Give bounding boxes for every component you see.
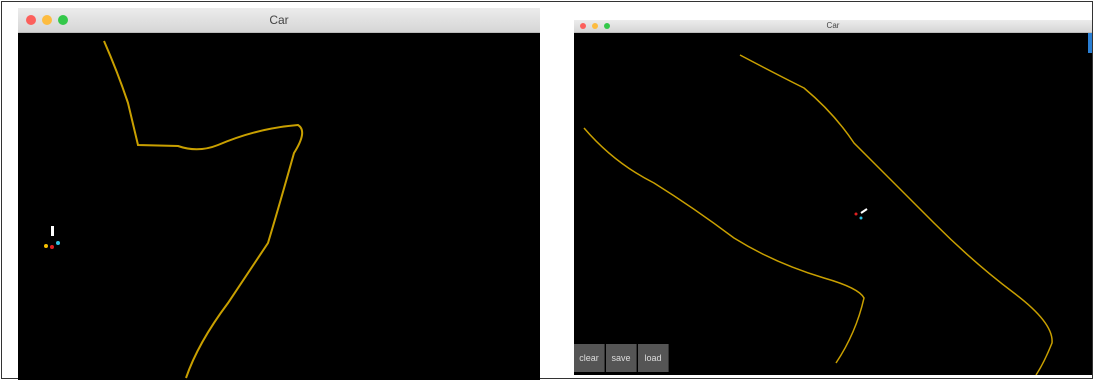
canvas[interactable]: [574, 33, 1092, 375]
track: [584, 128, 864, 363]
sensor: [56, 241, 60, 245]
title-bar: Car: [18, 8, 540, 33]
save-button[interactable]: save: [606, 344, 637, 372]
track: [740, 55, 1052, 375]
minimize-button[interactable]: [592, 23, 598, 29]
zoom-button[interactable]: [58, 15, 68, 25]
clear-button[interactable]: clear: [574, 344, 605, 372]
scroll-indicator: [1088, 33, 1092, 53]
sensor: [44, 244, 48, 248]
page: {"windows": [{"title": "Car"}, {"title":…: [0, 0, 1096, 382]
load-button[interactable]: load: [638, 344, 669, 372]
car: [861, 209, 867, 213]
close-button[interactable]: [580, 23, 586, 29]
window-right: Car clear save load: [574, 20, 1092, 375]
close-button[interactable]: [26, 15, 36, 25]
zoom-button[interactable]: [604, 23, 610, 29]
track: [104, 41, 302, 378]
window-title: Car: [827, 21, 840, 30]
window-title: Car: [269, 13, 288, 27]
minimize-button[interactable]: [42, 15, 52, 25]
sensor: [860, 217, 863, 220]
title-bar: Car: [574, 20, 1092, 33]
sensor: [855, 213, 858, 216]
canvas[interactable]: [18, 33, 540, 380]
window-left: Car: [18, 8, 540, 380]
sensor: [50, 245, 54, 249]
car: [51, 226, 54, 236]
